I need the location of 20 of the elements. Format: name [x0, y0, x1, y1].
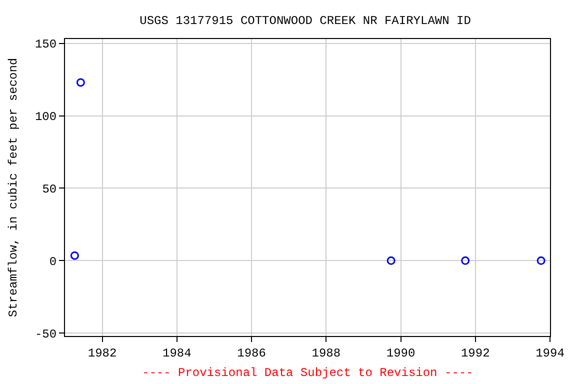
x-tick-label: 1990	[386, 346, 416, 360]
point	[536, 256, 546, 265]
x-tick-label: 1994	[536, 346, 564, 360]
point	[461, 256, 470, 265]
y-tick-label: 50	[42, 182, 57, 196]
chart-title: USGS 13177915 COTTONWOOD CREEK NR FAIRYLAWN ID	[140, 14, 471, 28]
y-tick-label: 150	[34, 38, 57, 52]
x-tick-label: 1988	[312, 346, 341, 360]
point	[70, 251, 79, 260]
x-tick-label: 1986	[237, 346, 266, 360]
y-tick-label: 0	[49, 254, 57, 269]
y-axis-title: Streamflow, in cubic feet per second	[6, 58, 20, 318]
x-tick-label: 1982	[88, 346, 117, 360]
text: ---- Provisional Data Subject to Revision ----	[142, 366, 474, 380]
x-tick-label: 1992	[460, 346, 490, 360]
y-tick-label: -50	[34, 327, 57, 342]
point	[386, 256, 396, 265]
point	[76, 78, 85, 87]
x-tick-label: 1984	[162, 346, 192, 360]
y-tick-label: 100	[34, 110, 57, 124]
